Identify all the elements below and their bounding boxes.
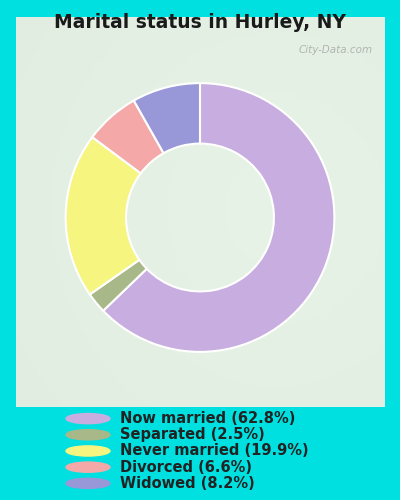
Text: Now married (62.8%): Now married (62.8%) <box>120 411 295 426</box>
Circle shape <box>66 462 110 472</box>
Circle shape <box>66 478 110 488</box>
Text: Divorced (6.6%): Divorced (6.6%) <box>120 460 252 474</box>
Text: Marital status in Hurley, NY: Marital status in Hurley, NY <box>54 12 346 32</box>
Text: Separated (2.5%): Separated (2.5%) <box>120 428 265 442</box>
Text: City-Data.com: City-Data.com <box>299 45 373 55</box>
Circle shape <box>66 414 110 424</box>
Text: Widowed (8.2%): Widowed (8.2%) <box>120 476 255 491</box>
Circle shape <box>66 446 110 456</box>
Circle shape <box>66 430 110 440</box>
Wedge shape <box>90 260 147 310</box>
Text: Never married (19.9%): Never married (19.9%) <box>120 444 309 458</box>
Wedge shape <box>66 137 141 294</box>
Wedge shape <box>92 100 164 174</box>
Wedge shape <box>134 83 200 153</box>
Wedge shape <box>103 83 334 352</box>
